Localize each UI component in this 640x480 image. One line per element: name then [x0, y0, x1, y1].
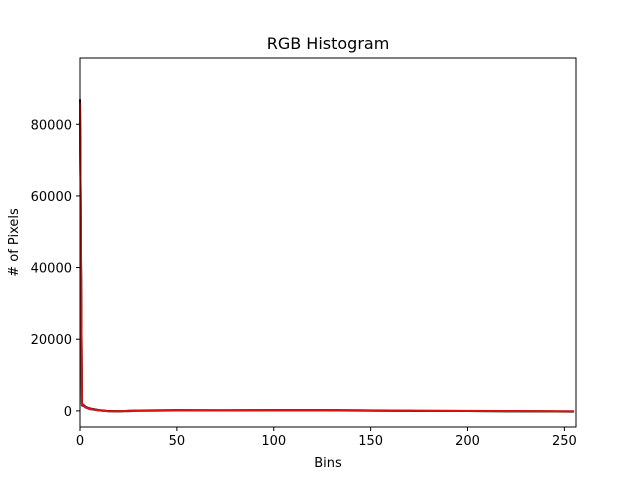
y-axis-label: # of Pixels — [7, 208, 22, 277]
y-tick-label: 80000 — [31, 118, 72, 133]
x-tick-label: 150 — [358, 434, 383, 449]
y-tick-label: 0 — [64, 405, 72, 420]
x-tick-label: 200 — [455, 434, 480, 449]
x-tick-label: 0 — [76, 434, 84, 449]
tick-layer: 0 50 100 150 200 250 0 20000 40000 60000 80000 — [31, 118, 577, 449]
plot-frame — [79, 57, 577, 428]
series-line-3 — [79, 102, 575, 413]
plot-layer — [79, 99, 575, 413]
x-tick-label: 100 — [261, 434, 286, 449]
y-tick-label: 60000 — [31, 190, 72, 205]
x-axis-label: Bins — [314, 456, 342, 471]
y-tick-label: 20000 — [31, 333, 72, 348]
chart-title: RGB Histogram — [267, 34, 390, 53]
y-tick-label: 40000 — [31, 262, 72, 277]
x-tick-label: 50 — [169, 434, 186, 449]
x-tick-label: 250 — [552, 434, 577, 449]
